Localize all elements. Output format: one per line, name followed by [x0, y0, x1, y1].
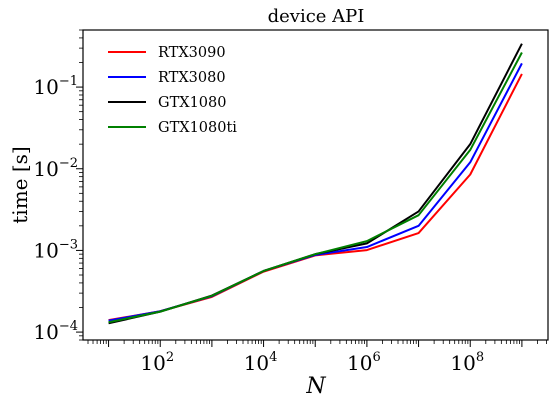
legend-label-gtx1080: GTX1080: [158, 95, 226, 111]
y-tick-label: 10−3: [33, 237, 78, 262]
x-tick-label: 108: [450, 350, 484, 375]
legend-label-rtx3080: RTX3080: [158, 70, 226, 86]
y-tick-label: 10−2: [33, 156, 78, 181]
y-tick-label: 10−4: [33, 319, 78, 344]
x-tick-label: 102: [140, 350, 174, 375]
x-axis-label: N: [305, 374, 326, 399]
x-tick-label: 104: [244, 350, 278, 375]
series-layer: [108, 43, 523, 325]
legend-label-gtx1080ti: GTX1080ti: [158, 120, 237, 136]
chart-title: device API: [268, 6, 365, 27]
legend-label-rtx3090: RTX3090: [158, 45, 226, 61]
series-line-gtx1080ti: [108, 52, 523, 324]
y-axis-label: time [s]: [8, 146, 32, 223]
y-tick-label: 10−1: [33, 74, 78, 99]
legend: RTX3090 RTX3080 GTX1080 GTX1080ti: [108, 45, 237, 136]
x-tick-label: 106: [347, 350, 381, 375]
tick-layer: 102 104 106 108 10−4 10−3 10−2 10−1: [33, 29, 547, 375]
plot-frame: [82, 29, 549, 341]
